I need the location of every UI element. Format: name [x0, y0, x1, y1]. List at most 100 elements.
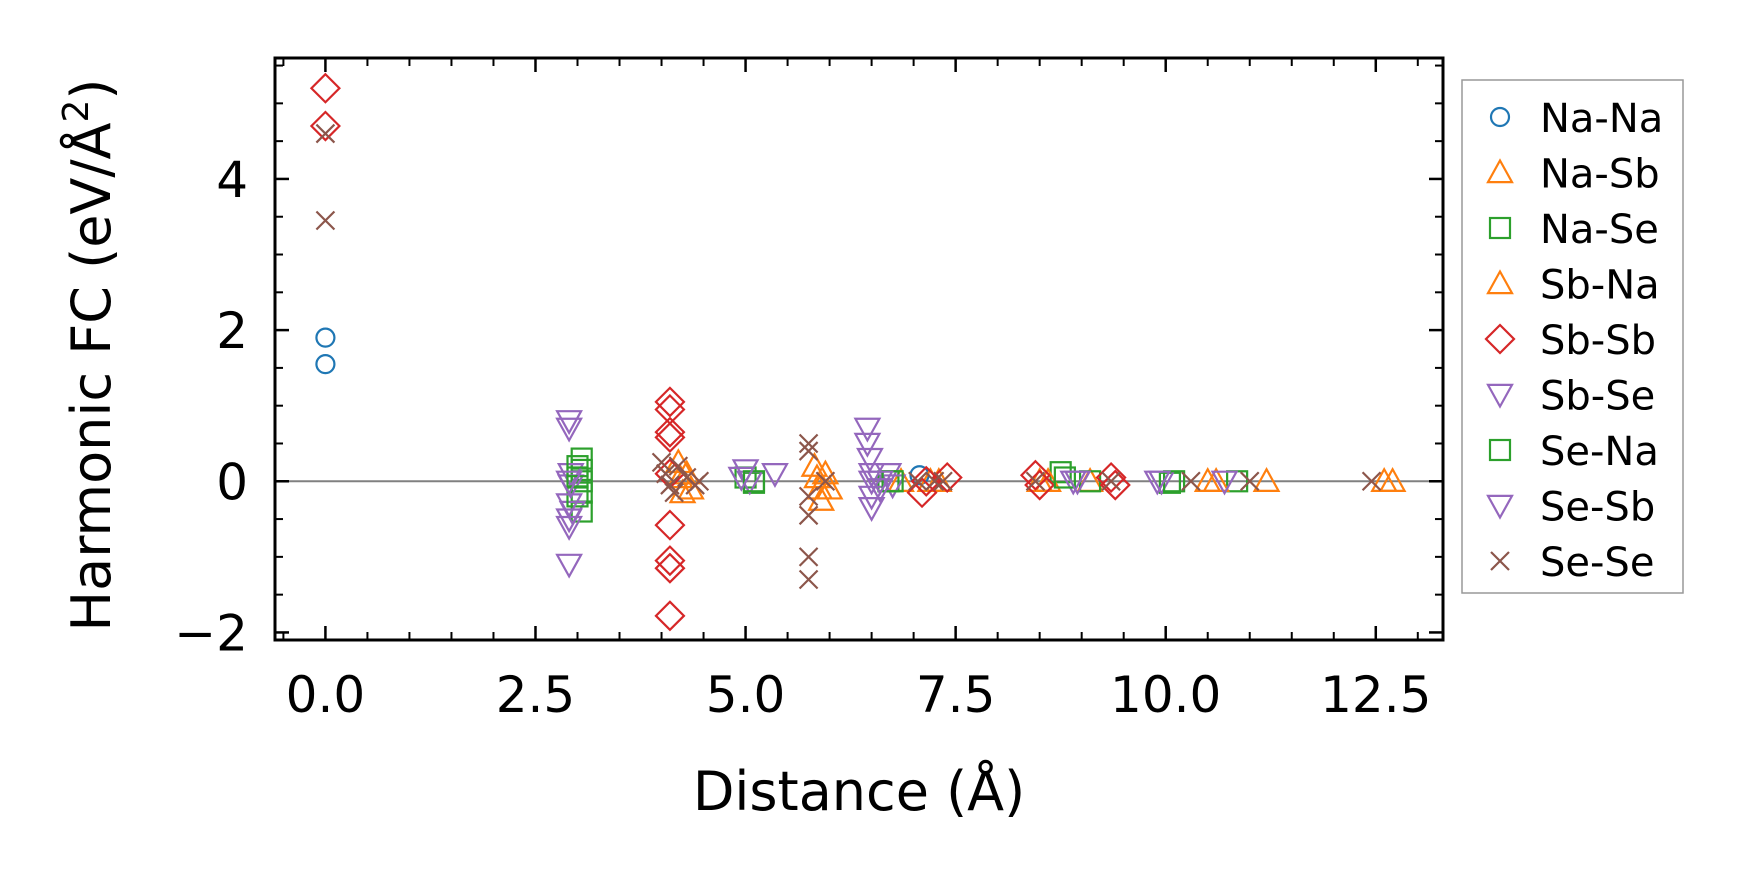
- x-axis-label: Distance (Å): [693, 759, 1025, 823]
- x-tick-label: 2.5: [496, 666, 576, 724]
- data-point: [1361, 471, 1382, 492]
- data-point: [798, 547, 819, 567]
- data-point: [1025, 471, 1046, 492]
- legend-frame: [1461, 79, 1684, 594]
- legend-marker: [1486, 158, 1514, 184]
- legend-label: Sb-Na: [1540, 263, 1660, 309]
- legend-entry: Sb-Na: [1486, 263, 1660, 309]
- legend-marker: [1488, 438, 1512, 462]
- legend-label: Na-Sb: [1540, 152, 1660, 198]
- x-tick-label: 7.5: [916, 666, 996, 724]
- data-point: [566, 485, 589, 508]
- y-tick-label: 0: [216, 453, 248, 511]
- data-point: [1024, 469, 1056, 501]
- data-point: [853, 417, 882, 443]
- legend-marker: [1486, 494, 1514, 520]
- data-point: [1143, 470, 1172, 496]
- y-tick-label: −2: [174, 604, 248, 662]
- data-point: [727, 466, 756, 492]
- legend-label: Na-Na: [1540, 96, 1663, 142]
- legend-label: Sb-Sb: [1540, 318, 1656, 364]
- data-point: [654, 386, 686, 418]
- data-point: [555, 470, 583, 496]
- legend-entry: Na-Se: [1488, 207, 1659, 253]
- data-point: [1202, 467, 1230, 492]
- data-point: [315, 327, 336, 348]
- data-point: [654, 416, 686, 448]
- legend-entry: Sb-Se: [1486, 374, 1655, 420]
- legend-label: Se-Sb: [1540, 485, 1655, 531]
- legend-entry: Se-Se: [1490, 540, 1654, 586]
- data-point: [798, 505, 819, 526]
- legend-marker: [1488, 216, 1512, 240]
- data-point: [315, 210, 336, 231]
- data-point: [668, 456, 689, 476]
- x-tick-label: 5.0: [706, 666, 786, 724]
- x-tick-label: 0.0: [286, 666, 366, 724]
- legend-entry: Na-Na: [1489, 96, 1663, 142]
- data-point: [933, 471, 953, 492]
- y-axis-label: Harmonic FC (eV/Å2): [56, 79, 123, 632]
- data-point: [309, 72, 341, 104]
- data-point: [654, 509, 686, 541]
- legend-label: Sb-Se: [1540, 374, 1655, 420]
- data-point: [815, 471, 836, 492]
- data-point: [866, 478, 894, 504]
- data-point: [931, 461, 963, 494]
- data-point: [761, 463, 789, 488]
- data-point: [315, 123, 336, 144]
- data-point: [1063, 470, 1092, 496]
- data-point: [742, 470, 766, 493]
- data-point: [866, 470, 894, 496]
- data-point: [1181, 471, 1201, 492]
- legend-entry: Sb-Sb: [1484, 318, 1656, 364]
- plot-area-frame: [273, 56, 1445, 642]
- legend-marker: [1484, 323, 1516, 355]
- data-point: [924, 471, 945, 492]
- data-point: [1101, 471, 1121, 492]
- legend-entry: Se-Sb: [1486, 485, 1655, 531]
- data-point: [315, 354, 336, 375]
- series-se-sb: [555, 463, 1239, 534]
- data-point: [1019, 459, 1052, 491]
- data-point: [857, 497, 886, 522]
- legend-marker: [1489, 106, 1511, 128]
- data-point: [555, 508, 583, 534]
- data-point: [654, 545, 686, 577]
- legend: Na-Na Na-Sb Na-Se Sb-Na Sb-Sb Sb-Se Se-Na Se-Sb…: [1461, 79, 1684, 594]
- data-point: [878, 474, 907, 500]
- y-tick-label: 4: [216, 151, 248, 209]
- data-point: [309, 110, 341, 142]
- data-point: [689, 471, 710, 492]
- x-tick-label: 10.0: [1110, 666, 1221, 724]
- data-point: [857, 463, 886, 488]
- data-point: [570, 458, 593, 482]
- x-tick-label: 12.5: [1320, 666, 1431, 724]
- data-point: [570, 447, 593, 470]
- legend-label: Se-Se: [1540, 540, 1654, 586]
- data-point: [654, 421, 686, 453]
- data-point: [555, 417, 583, 443]
- data-point: [908, 471, 928, 492]
- legend-label: Se-Na: [1540, 429, 1659, 475]
- data-point: [555, 553, 583, 579]
- legend-entry: Na-Sb: [1486, 152, 1660, 198]
- data-point: [1099, 469, 1131, 501]
- data-point: [555, 493, 583, 519]
- data-point: [1210, 470, 1239, 496]
- data-point: [800, 451, 829, 477]
- legend-marker: [1486, 269, 1514, 295]
- legend-marker: [1486, 383, 1514, 409]
- series-se-se: [315, 123, 1382, 590]
- data-point: [664, 482, 684, 503]
- legend-marker: [1490, 551, 1510, 571]
- legend-label: Na-Se: [1540, 207, 1659, 253]
- data-point: [654, 552, 686, 584]
- data-point: [651, 452, 672, 473]
- data-point: [566, 466, 589, 489]
- data-point: [798, 569, 819, 590]
- legend-entry: Se-Na: [1488, 429, 1659, 475]
- data-point: [856, 447, 884, 473]
- data-point: [798, 433, 819, 454]
